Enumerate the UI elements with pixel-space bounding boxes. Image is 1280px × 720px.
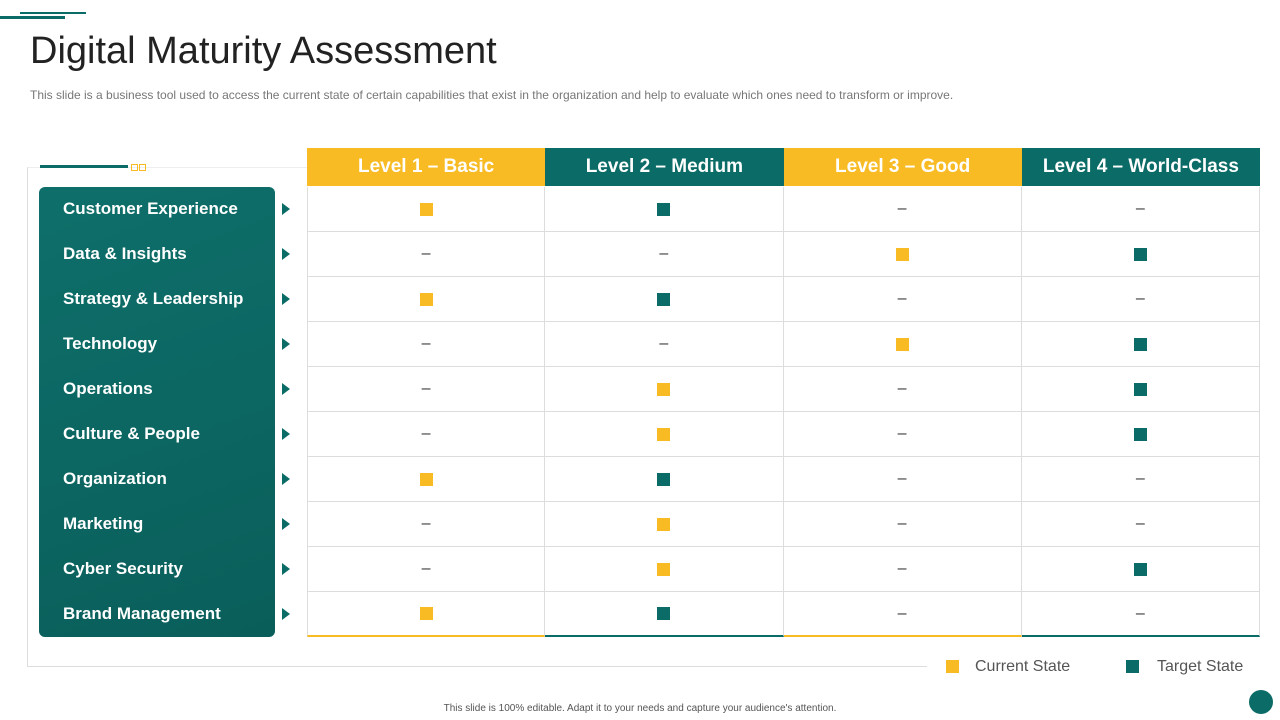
target-marker [657,292,671,306]
row-label: Technology [63,334,158,353]
row-panel [39,187,275,637]
cell: – [307,322,546,367]
cell: – [307,367,546,412]
row-label: Culture & People [63,424,200,443]
cell [783,232,1022,277]
cell [1021,232,1260,277]
column-header: Level 4 – World-Class [1021,148,1260,186]
current-marker [895,337,909,351]
cell: – [545,232,784,277]
cell [307,277,546,322]
cell [545,412,784,457]
subtitle: This slide is a business tool used to ac… [30,88,954,102]
column-header: Level 2 – Medium [545,148,784,186]
footer: This slide is 100% editable. Adapt it to… [443,703,837,714]
cell [783,322,1022,367]
row-arrow [282,473,290,485]
cell: – [1021,457,1260,502]
cell: – [783,547,1022,592]
row-label: Customer Experience [63,199,238,218]
current-marker [419,202,433,216]
target-marker [1133,247,1147,261]
deco-circle [1249,690,1273,714]
legend-label: Current State [975,658,1071,675]
legend-swatch [1126,660,1139,673]
current-marker [419,472,433,486]
row-label: Strategy & Leadership [63,289,244,308]
row-label: Organization [63,469,167,488]
cell: – [783,412,1022,457]
cell: – [783,457,1022,502]
cell: – [783,277,1022,322]
column-header: Level 3 – Good [783,148,1022,186]
cell: – [307,232,546,277]
current-marker [657,562,671,576]
row-arrow [282,293,290,305]
row-label: Cyber Security [63,559,183,578]
row-arrow [282,383,290,395]
legend-swatch [946,660,959,673]
row-arrow [282,203,290,215]
cell: – [1021,187,1260,232]
cell [545,592,784,637]
cell [545,457,784,502]
deco-line [0,16,65,19]
deco-dot [131,164,138,171]
cell [307,187,546,232]
column-header: Level 1 – Basic [307,148,546,186]
current-marker [657,427,671,441]
cell: – [545,322,784,367]
deco-line [20,12,86,14]
target-marker [657,607,671,620]
target-marker [657,472,671,486]
cell: – [1021,502,1260,547]
cell [545,277,784,322]
row-label: Operations [63,379,153,398]
cell: – [307,502,546,547]
cell: – [783,367,1022,412]
current-marker [657,517,671,531]
cell: – [1021,592,1260,637]
title: Digital Maturity Assessment [30,30,497,72]
deco-dot [139,164,146,171]
target-marker [1133,562,1147,576]
cell: – [1021,277,1260,322]
cell [545,367,784,412]
cell [545,547,784,592]
row-arrow [282,608,290,620]
cell: – [783,592,1022,637]
cell [545,187,784,232]
cell [1021,412,1260,457]
deco-line [40,165,128,168]
cell [307,457,546,502]
cell [1021,322,1260,367]
current-marker [657,382,671,396]
row-label: Marketing [63,514,144,533]
cell: – [783,187,1022,232]
cell: – [307,412,546,457]
target-marker [1133,427,1147,441]
cell [1021,547,1260,592]
current-marker [419,292,433,306]
target-marker [1133,337,1147,351]
row-arrow [282,563,290,575]
cell: – [783,502,1022,547]
target-marker [657,202,671,216]
row-arrow [282,428,290,440]
row-arrow [282,518,290,530]
cell [545,502,784,547]
cell: – [307,547,546,592]
row-label: Brand Management [63,604,221,623]
row-arrow [282,248,290,260]
row-arrow [282,338,290,350]
cell [1021,367,1260,412]
target-marker [1133,382,1147,396]
legend-label: Target State [1157,658,1244,675]
current-marker [419,607,433,620]
current-marker [895,247,909,261]
row-label: Data & Insights [63,244,187,263]
cell [307,592,546,637]
